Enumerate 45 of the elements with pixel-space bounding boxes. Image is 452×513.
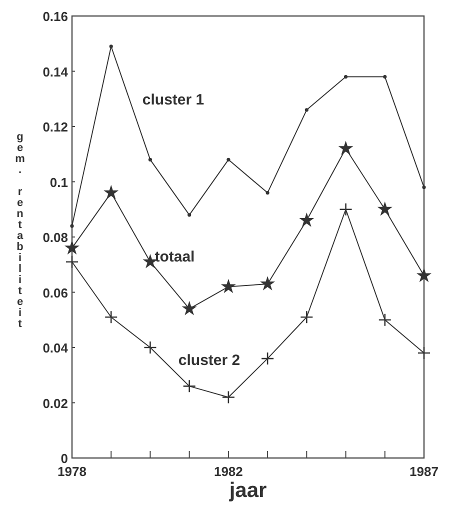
y-tick-label: 0.16 [42, 9, 68, 24]
point [300, 310, 314, 324]
point [416, 268, 432, 282]
point [182, 380, 196, 393]
point [182, 300, 197, 316]
x-axis-title: jaar [228, 479, 267, 502]
point [222, 390, 236, 404]
point [188, 213, 192, 217]
point [226, 158, 230, 162]
text: gem. rentabiliteit [15, 130, 25, 330]
point [304, 108, 308, 112]
point [299, 212, 314, 227]
y-tick-label: 0.08 [42, 230, 68, 245]
point [266, 191, 270, 195]
x-tick-label: 1987 [410, 464, 438, 479]
series-label: cluster 2 [178, 352, 240, 370]
y-tick-label: 0.12 [42, 120, 68, 134]
series-label: cluster 1 [142, 91, 204, 108]
point [339, 202, 352, 216]
point [260, 352, 274, 366]
point [417, 346, 431, 360]
y-tick-label: 0.06 [42, 285, 68, 300]
x-tick-label: 1982 [214, 464, 243, 479]
point [338, 140, 354, 155]
point [104, 310, 118, 324]
point [148, 158, 152, 162]
y-tick-label: 0.14 [42, 64, 69, 80]
point [383, 74, 387, 79]
y-tick-label: 0.1 [50, 174, 68, 190]
point [70, 224, 74, 228]
point [65, 255, 79, 269]
point [378, 313, 392, 327]
point [220, 278, 236, 294]
y-tick-label: 0 [60, 451, 68, 466]
point [260, 276, 276, 290]
point [104, 184, 119, 200]
point [144, 340, 157, 354]
point [377, 201, 392, 216]
y-tick-label: 0.04 [42, 340, 69, 356]
x-tick-label: 1978 [58, 464, 86, 479]
series-label: totaal [154, 248, 195, 266]
point [422, 185, 426, 190]
y-tick-label: 0.02 [42, 396, 68, 411]
point [344, 74, 348, 79]
point [109, 44, 113, 48]
